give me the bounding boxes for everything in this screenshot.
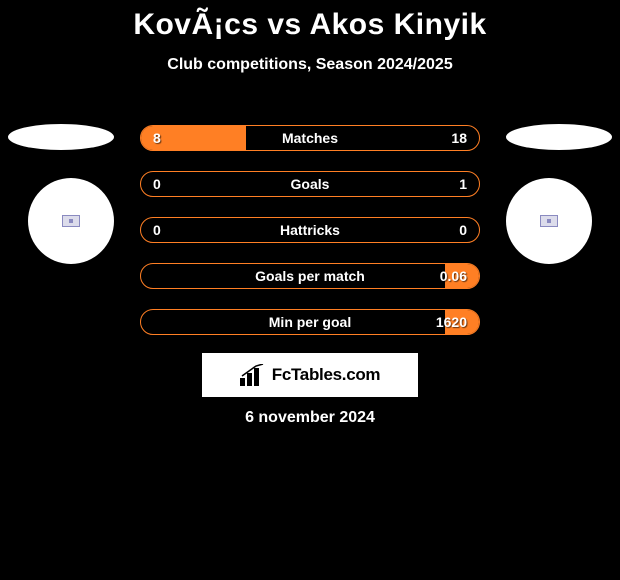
- player-left-ellipse: [8, 124, 114, 150]
- stat-label: Goals per match: [141, 268, 479, 284]
- stat-value-right: 18: [451, 130, 467, 146]
- player-right-badge: [506, 178, 592, 264]
- brand-box: FcTables.com: [202, 353, 418, 397]
- stat-label: Hattricks: [141, 222, 479, 238]
- stat-label: Min per goal: [141, 314, 479, 330]
- brand-text: FcTables.com: [272, 365, 381, 385]
- stat-value-right: 0: [459, 222, 467, 238]
- date-text: 6 november 2024: [0, 409, 620, 427]
- stat-value-right: 0.06: [440, 268, 467, 284]
- stat-value-right: 1620: [436, 314, 467, 330]
- flag-icon: [62, 215, 80, 227]
- stat-row: Min per goal1620: [140, 309, 480, 335]
- page-title: KovÃ¡cs vs Akos Kinyik: [0, 0, 620, 42]
- stat-row: 0Goals1: [140, 171, 480, 197]
- stat-row: 0Hattricks0: [140, 217, 480, 243]
- stat-label: Goals: [141, 176, 479, 192]
- player-right-ellipse: [506, 124, 612, 150]
- stat-label: Matches: [141, 130, 479, 146]
- stat-row: 8Matches18: [140, 125, 480, 151]
- bars-icon: [240, 364, 266, 386]
- player-left-badge: [28, 178, 114, 264]
- flag-icon: [540, 215, 558, 227]
- stat-row: Goals per match0.06: [140, 263, 480, 289]
- page-subtitle: Club competitions, Season 2024/2025: [0, 56, 620, 74]
- stats-list: 8Matches180Goals10Hattricks0Goals per ma…: [140, 125, 480, 355]
- stat-value-right: 1: [459, 176, 467, 192]
